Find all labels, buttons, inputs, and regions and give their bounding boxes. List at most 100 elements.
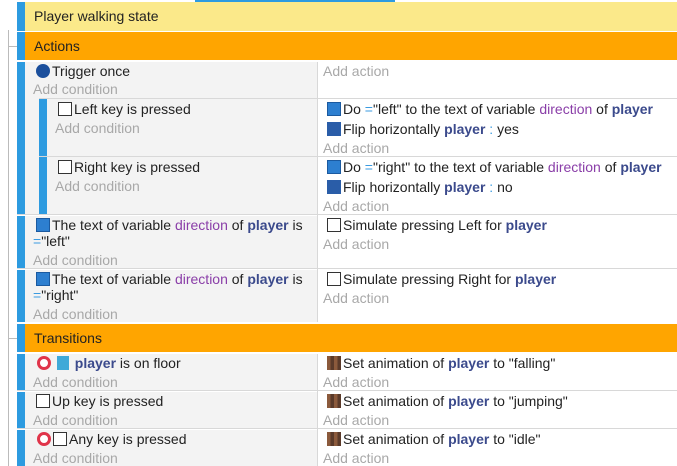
strip xyxy=(17,324,25,352)
text: "right" xyxy=(372,159,411,175)
conditions-panel xyxy=(25,392,317,428)
text: to xyxy=(493,355,505,371)
separator xyxy=(39,156,677,157)
text: Simulate pressing Right for xyxy=(343,271,512,287)
text: "idle" xyxy=(508,431,541,447)
action[interactable]: Set animation of player to "falling" xyxy=(327,354,555,372)
text: = xyxy=(364,159,373,175)
conditions-panel xyxy=(25,270,317,322)
add-action[interactable]: Add action xyxy=(323,140,390,156)
text: player xyxy=(448,431,490,447)
add-action[interactable]: Add action xyxy=(323,63,390,79)
text: player xyxy=(74,355,117,371)
section-row[interactable] xyxy=(17,324,677,352)
add-action[interactable]: Add action xyxy=(323,374,390,390)
text: "jumping" xyxy=(508,393,568,409)
text: = xyxy=(33,287,42,303)
action[interactable]: Set animation of player to "idle" xyxy=(327,430,541,448)
condition[interactable]: Right key is pressed xyxy=(58,158,200,176)
conditions-panel xyxy=(25,354,317,390)
text: : xyxy=(489,121,494,137)
section-row[interactable] xyxy=(17,32,677,60)
tree-line xyxy=(8,338,17,339)
add-action[interactable]: Add action xyxy=(323,412,390,428)
strip xyxy=(17,216,25,268)
text: direction xyxy=(539,101,593,117)
text: "left" xyxy=(41,233,70,249)
conditions-panel xyxy=(25,430,317,466)
text: Any key is pressed xyxy=(69,431,187,447)
add-condition[interactable]: Add condition xyxy=(33,252,118,268)
tree-line xyxy=(8,30,9,466)
add-condition[interactable]: Add condition xyxy=(33,306,118,322)
action[interactable]: Set animation of player to "jumping" xyxy=(327,392,568,410)
text: Right key is pressed xyxy=(74,159,201,175)
condition-cont: ="right" xyxy=(33,286,78,304)
strip xyxy=(39,99,47,156)
condition[interactable]: Up key is pressed xyxy=(36,392,163,410)
strip xyxy=(17,62,25,214)
group-row[interactable] xyxy=(17,2,677,31)
text: player xyxy=(247,271,289,287)
separator xyxy=(17,214,677,215)
add-condition[interactable]: Add condition xyxy=(33,450,118,466)
condition[interactable]: The text of variable direction of player… xyxy=(36,216,303,234)
text: to the text of variable xyxy=(405,101,536,117)
condition-cont: ="left" xyxy=(33,232,70,250)
action[interactable]: Flip horizontally player : no xyxy=(327,178,513,196)
action[interactable]: Flip horizontally player : yes xyxy=(327,120,519,138)
add-action[interactable]: Add action xyxy=(323,236,390,252)
text: to xyxy=(493,431,505,447)
strip xyxy=(17,354,25,390)
action[interactable]: Do ="right" to the text of variable dire… xyxy=(327,158,662,176)
add-condition[interactable]: Add condition xyxy=(55,120,140,136)
condition[interactable]: player is on floor xyxy=(37,354,181,372)
section-title: Actions xyxy=(34,38,80,54)
text: = xyxy=(364,101,373,117)
strip xyxy=(39,157,47,214)
conditions-panel xyxy=(25,216,317,268)
section-title: Transitions xyxy=(34,330,102,346)
add-action[interactable]: Add action xyxy=(323,198,390,214)
action[interactable]: Simulate pressing Right for player xyxy=(327,270,556,288)
text: "right" xyxy=(41,287,79,303)
text: player xyxy=(444,121,486,137)
text: player xyxy=(448,393,490,409)
text: Left key is pressed xyxy=(74,101,191,117)
separator xyxy=(17,268,677,269)
text: is xyxy=(292,271,303,287)
text: The text of variable xyxy=(52,271,172,287)
strip xyxy=(17,270,25,322)
text: player xyxy=(620,159,662,175)
text: Set animation of xyxy=(343,431,445,447)
strip xyxy=(17,430,25,466)
text: player xyxy=(444,179,486,195)
condition[interactable]: Any key is pressed xyxy=(37,430,187,448)
add-action[interactable]: Add action xyxy=(323,290,390,306)
add-action[interactable]: Add action xyxy=(323,450,390,466)
separator xyxy=(17,390,677,391)
text: is xyxy=(292,217,303,233)
text: The text of variable xyxy=(52,217,172,233)
text: player xyxy=(448,355,490,371)
strip xyxy=(17,392,25,428)
text: Flip horizontally xyxy=(343,121,441,137)
tab-indicator xyxy=(195,0,395,2)
text: Set animation of xyxy=(343,393,445,409)
divider xyxy=(317,354,318,466)
action[interactable]: Simulate pressing Left for player xyxy=(327,216,547,234)
add-condition[interactable]: Add condition xyxy=(33,374,118,390)
text: no xyxy=(497,179,513,195)
add-condition[interactable]: Add condition xyxy=(33,81,118,97)
text: : xyxy=(489,179,494,195)
condition[interactable]: Trigger once xyxy=(36,62,130,80)
text: yes xyxy=(497,121,519,137)
condition[interactable]: Left key is pressed xyxy=(58,100,191,118)
add-condition[interactable]: Add condition xyxy=(55,178,140,194)
action[interactable]: Do ="left" to the text of variable direc… xyxy=(327,100,653,118)
condition[interactable]: The text of variable direction of player… xyxy=(36,270,303,288)
strip xyxy=(17,32,25,60)
text: Simulate pressing Left for xyxy=(343,217,502,233)
add-condition[interactable]: Add condition xyxy=(33,412,118,428)
